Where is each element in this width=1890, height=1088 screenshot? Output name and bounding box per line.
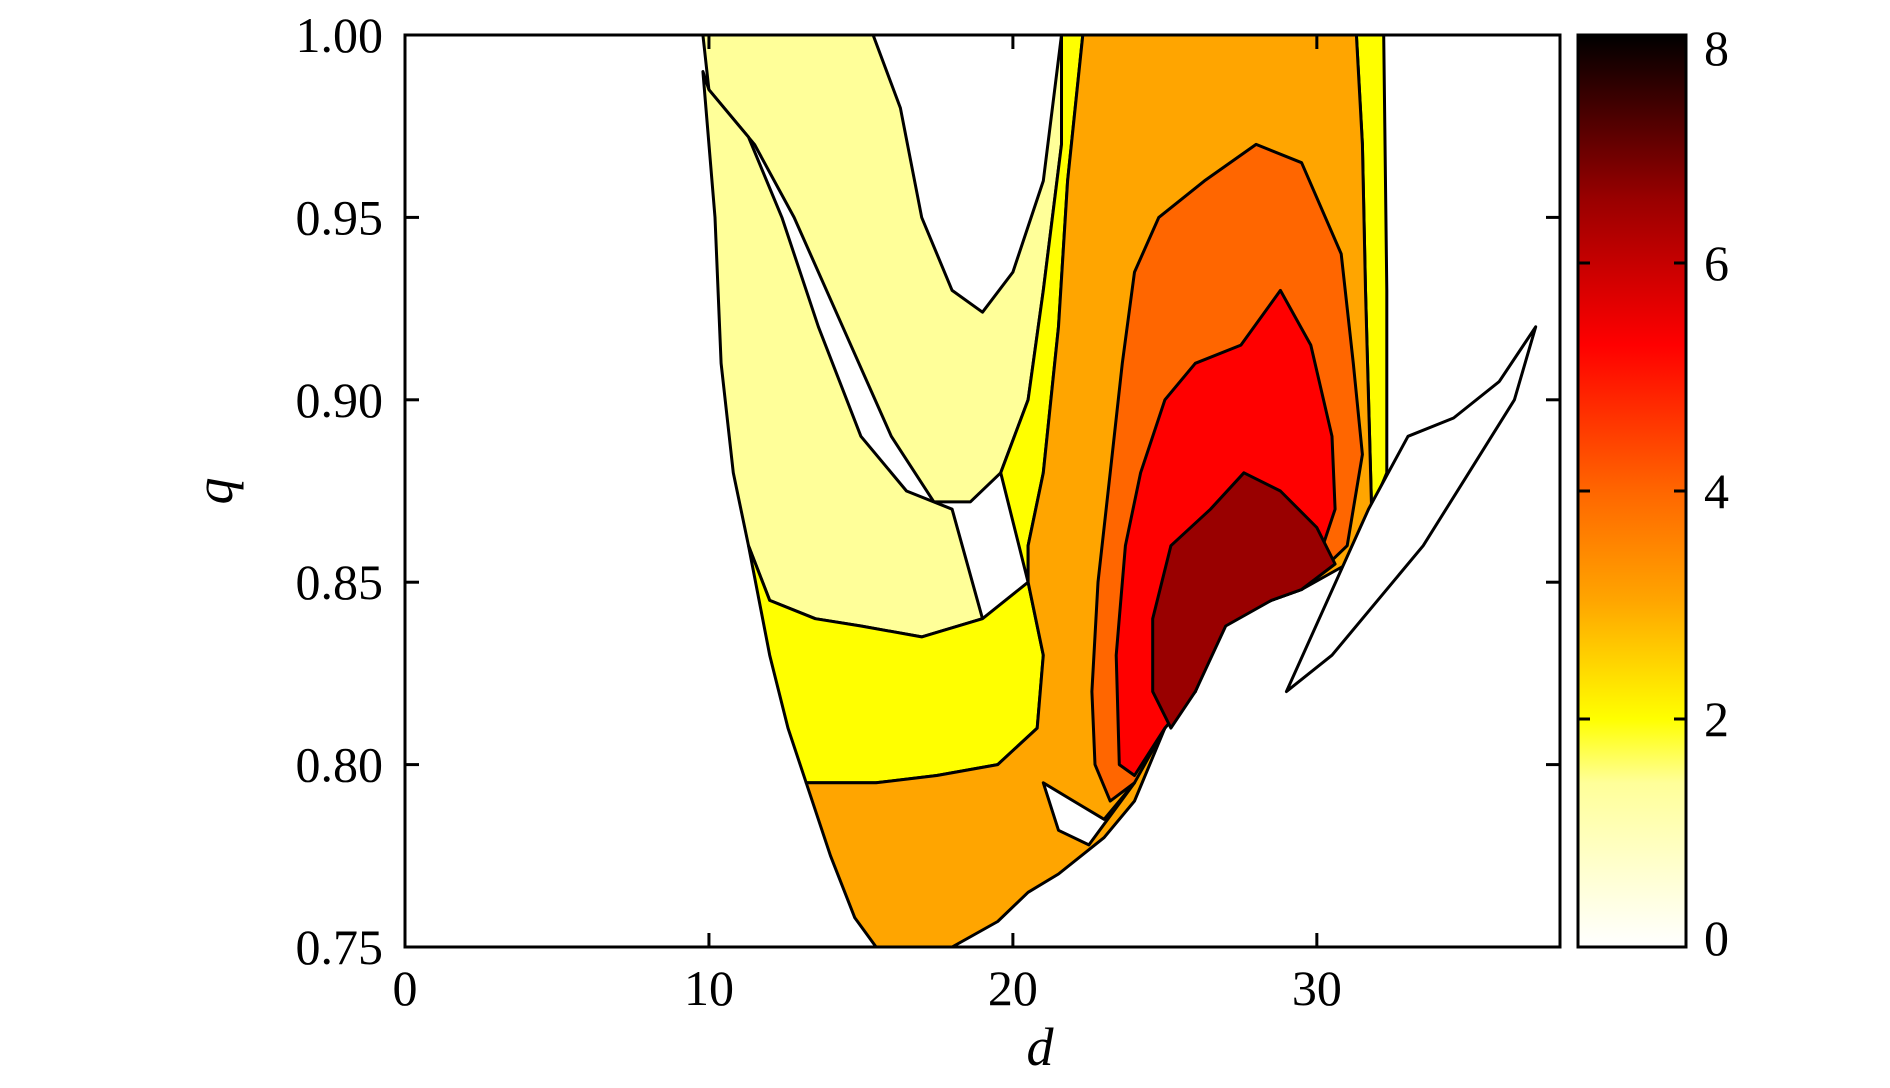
y-axis-label: q	[184, 478, 244, 505]
colorbar-axis: 0 2 4 6 8	[1578, 20, 1729, 966]
contour-layer	[701, 35, 1538, 947]
x-tick-label: 0	[393, 960, 418, 1016]
x-tick-label: 20	[988, 960, 1038, 1016]
colorbar	[1576, 33, 1688, 949]
y-tick-label: 0.95	[296, 189, 384, 245]
y-tick-label: 1.00	[296, 7, 384, 63]
colorbar-tick-label: 0	[1704, 910, 1729, 966]
colorbar-tick-label: 2	[1704, 691, 1729, 747]
x-tick-label: 30	[1292, 960, 1342, 1016]
y-tick-label: 0.90	[296, 372, 384, 428]
zero-region-0-level-0	[1284, 325, 1538, 694]
x-tick-label: 10	[684, 960, 734, 1016]
x-axis-label: d	[1027, 1017, 1055, 1077]
y-axis: 0.75 0.80 0.85 0.90 0.95 1.00	[296, 7, 1560, 975]
colorbar-tick-label: 8	[1704, 20, 1729, 76]
x-axis: 0 10 20 30	[393, 35, 1342, 1016]
y-tick-label: 0.85	[296, 554, 384, 610]
y-tick-label: 0.75	[296, 919, 384, 975]
plot-frame	[403, 33, 1562, 949]
y-tick-label: 0.80	[296, 737, 384, 793]
contour-region-8-level-6	[1151, 471, 1337, 730]
zero-region-1-level-0	[1041, 781, 1136, 847]
colorbar-tick-label: 6	[1704, 235, 1729, 291]
colorbar-tick-label: 4	[1704, 463, 1729, 519]
